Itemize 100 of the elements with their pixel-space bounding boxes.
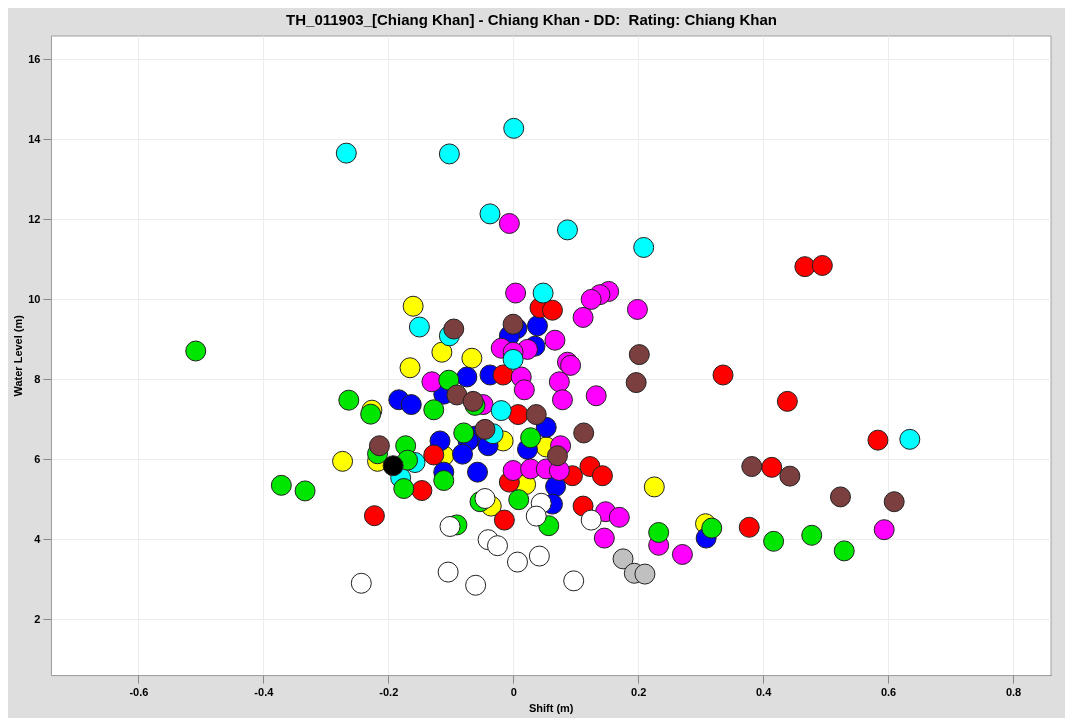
point	[467, 461, 488, 483]
point	[335, 142, 357, 164]
point	[628, 344, 650, 366]
point	[461, 347, 483, 369]
point	[776, 390, 798, 412]
point	[423, 444, 445, 466]
point	[456, 366, 478, 388]
x-tick-label: 0.8	[1005, 686, 1022, 699]
point	[801, 524, 823, 546]
point	[883, 491, 905, 513]
point	[513, 379, 535, 401]
point	[443, 318, 465, 340]
x-tick-label: 0	[510, 686, 517, 699]
point	[270, 474, 292, 496]
y-tick-label: 12	[28, 212, 41, 225]
point	[526, 315, 548, 337]
point	[452, 443, 474, 465]
point	[505, 282, 527, 304]
point	[438, 143, 460, 165]
point	[479, 203, 501, 225]
point	[502, 313, 524, 335]
chart-title: TH_011903_[Chiang Khan] - Chiang Khan - DD: Rating: Chiang Khan	[286, 11, 777, 29]
point	[402, 295, 424, 317]
point	[585, 385, 607, 407]
point	[833, 540, 855, 562]
x-tick-label: 0.6	[880, 686, 897, 699]
point	[453, 422, 475, 444]
point	[541, 299, 563, 321]
point	[338, 389, 360, 411]
point	[439, 515, 461, 537]
point	[492, 364, 514, 386]
y-tick-label: 4	[34, 532, 42, 545]
point	[532, 282, 554, 304]
point	[423, 399, 445, 421]
point	[544, 329, 566, 351]
point	[525, 404, 547, 426]
x-axis-title: Shift (m)	[528, 702, 574, 715]
point	[712, 364, 734, 386]
point	[741, 456, 763, 478]
point	[502, 348, 524, 370]
x-tick-label: -0.2	[379, 686, 399, 699]
point	[811, 254, 833, 276]
point	[498, 212, 520, 234]
point	[332, 450, 354, 472]
point	[794, 256, 816, 278]
y-tick-label: 10	[28, 292, 41, 305]
point	[421, 371, 443, 393]
point	[431, 341, 453, 363]
y-tick-label: 8	[34, 372, 41, 385]
point	[633, 236, 655, 258]
point	[294, 480, 316, 502]
point	[185, 340, 207, 362]
y-tick-label: 6	[34, 452, 41, 465]
point	[829, 486, 851, 508]
point	[363, 505, 385, 527]
x-tick-label: -0.6	[129, 686, 149, 699]
point	[399, 357, 421, 379]
point	[701, 517, 723, 539]
point	[400, 394, 422, 416]
point	[493, 509, 515, 531]
point	[368, 435, 390, 457]
point	[548, 371, 570, 393]
point	[556, 219, 578, 241]
point	[433, 470, 455, 492]
point	[508, 489, 530, 511]
point	[593, 527, 615, 549]
point	[546, 445, 568, 467]
point	[572, 306, 594, 328]
point	[446, 384, 468, 406]
point	[474, 418, 496, 440]
point	[580, 288, 602, 310]
point	[899, 428, 921, 450]
point	[393, 478, 415, 500]
point	[520, 427, 542, 449]
point	[573, 422, 595, 444]
point	[648, 521, 670, 543]
point	[503, 117, 525, 139]
y-tick-label: 14	[28, 132, 42, 145]
point	[382, 455, 404, 477]
point	[612, 548, 634, 570]
point	[761, 456, 783, 478]
point	[625, 372, 647, 394]
point	[551, 389, 573, 411]
x-tick-label: -0.4	[254, 686, 275, 699]
point	[608, 506, 630, 528]
point	[626, 298, 648, 320]
point	[474, 488, 496, 510]
y-axis-title: Water Level (m)	[11, 314, 24, 397]
x-tick-label: 0.2	[631, 686, 647, 699]
point	[738, 516, 760, 538]
point	[591, 465, 613, 487]
point	[408, 316, 430, 338]
y-tick-label: 16	[28, 53, 41, 66]
point	[490, 400, 512, 422]
point	[634, 563, 656, 585]
point	[502, 460, 524, 482]
point	[411, 480, 433, 502]
point	[873, 519, 895, 541]
point	[438, 369, 460, 391]
point	[779, 465, 801, 487]
